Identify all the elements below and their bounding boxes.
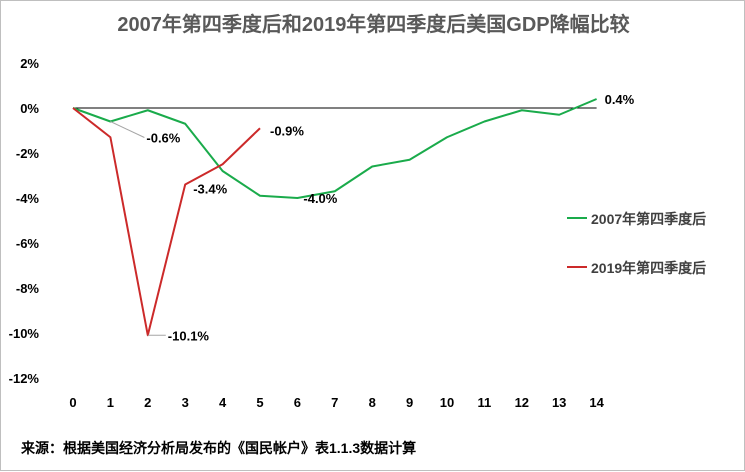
- chart-title: 2007年第四季度后和2019年第四季度后美国GDP降幅比较: [117, 14, 630, 36]
- y-tick-label: 2%: [20, 56, 39, 71]
- data-label-leader: [110, 121, 145, 138]
- legend-swatch-2019: [567, 266, 587, 268]
- y-tick-label: 0%: [20, 101, 39, 116]
- x-tick-label: 3: [182, 395, 189, 410]
- y-axis-ticks: 2% 0% -2% -4% -6% -8% -10% -12%: [9, 56, 40, 386]
- data-label: -0.9%: [270, 123, 304, 138]
- x-tick-label: 0: [69, 395, 76, 410]
- x-tick-label: 14: [589, 395, 604, 410]
- x-tick-label: 10: [440, 395, 454, 410]
- data-label: 0.4%: [605, 92, 635, 107]
- y-tick-label: -2%: [16, 146, 40, 161]
- y-tick-label: -6%: [16, 236, 40, 251]
- series-line-0: [72, 98, 597, 199]
- y-tick-label: -8%: [16, 281, 40, 296]
- x-tick-label: 11: [478, 395, 492, 410]
- legend-swatch-2007: [567, 217, 587, 219]
- data-label: -3.4%: [193, 182, 227, 197]
- series-line-1: [72, 107, 261, 337]
- data-label: -4.0%: [303, 191, 337, 206]
- x-tick-label: 2: [144, 395, 151, 410]
- x-axis-ticks: 0 1 2 3 4 5 6 7 8 9 10 11 12 13 14: [69, 395, 604, 410]
- y-tick-label: -10%: [9, 326, 40, 341]
- x-tick-label: 5: [256, 395, 263, 410]
- legend-label-2007: 2007年第四季度后: [591, 211, 707, 227]
- x-tick-label: 12: [515, 395, 529, 410]
- x-tick-label: 6: [294, 395, 301, 410]
- y-tick-label: -12%: [9, 371, 40, 386]
- data-label: -10.1%: [168, 328, 210, 343]
- source-note: 来源：根据美国经济分析局发布的《国民帐户》表1.1.3数据计算: [21, 440, 417, 456]
- series-layer: [72, 98, 597, 337]
- y-tick-label: -4%: [16, 191, 40, 206]
- legend-label-2019: 2019年第四季度后: [591, 260, 707, 276]
- x-tick-label: 9: [406, 395, 413, 410]
- x-tick-label: 13: [552, 395, 566, 410]
- x-tick-label: 1: [107, 395, 114, 410]
- x-tick-label: 7: [331, 395, 338, 410]
- x-tick-label: 8: [369, 395, 376, 410]
- data-labels: -0.6% -4.0% 0.4% -10.1% -3.4% -0.9%: [110, 92, 635, 343]
- x-tick-label: 4: [219, 395, 227, 410]
- data-label: -0.6%: [146, 131, 180, 146]
